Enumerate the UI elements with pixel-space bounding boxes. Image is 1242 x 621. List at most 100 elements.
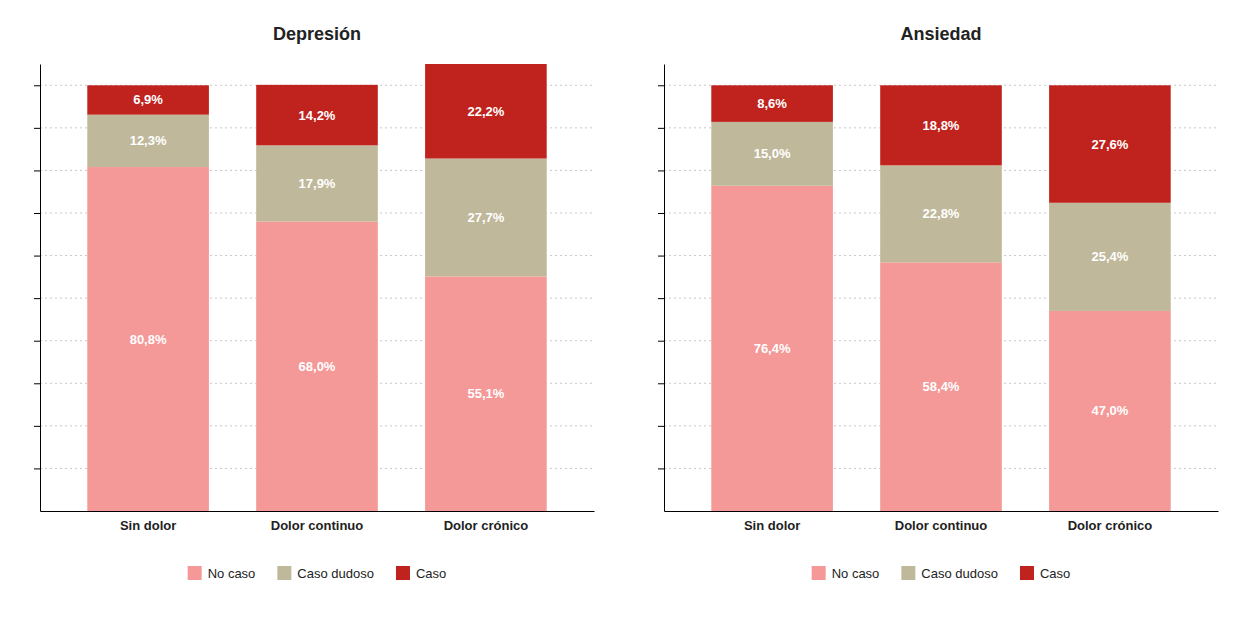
y-tick xyxy=(34,85,40,86)
y-tick-mark xyxy=(34,128,40,129)
data-label: 58,4% xyxy=(923,379,960,394)
data-label: 27,6% xyxy=(1091,137,1128,152)
legend-swatch xyxy=(901,566,915,580)
y-tick-mark xyxy=(658,341,664,342)
x-tick-label: Dolor continuo xyxy=(271,518,363,533)
y-tick-mark xyxy=(658,383,664,384)
y-axis-line xyxy=(664,65,665,512)
legend-label: Caso xyxy=(1040,566,1070,581)
data-label: 27,7% xyxy=(467,210,504,225)
y-axis xyxy=(34,65,41,512)
legend-swatch xyxy=(812,566,826,580)
x-tick: Dolor continuo xyxy=(271,518,363,533)
y-tick-mark xyxy=(658,256,664,257)
bar xyxy=(256,222,378,511)
data-label: 80,8% xyxy=(130,332,167,347)
x-tick: Dolor continuo xyxy=(895,518,987,533)
chart-title: Ansiedad xyxy=(900,24,981,44)
legend: No caso Caso dudoso Caso xyxy=(188,566,447,581)
y-tick xyxy=(658,256,664,257)
bar xyxy=(87,167,209,511)
y-tick xyxy=(34,426,40,427)
x-axis: Sin dolor Dolor continuo Dolor crónico xyxy=(665,512,1219,534)
bar xyxy=(87,115,209,167)
bar xyxy=(880,85,1002,165)
legend-item: No caso xyxy=(188,566,256,581)
bar xyxy=(711,85,833,122)
x-tick-label: Dolor crónico xyxy=(1068,518,1153,533)
data-labels: 76,4%58,4%47,0%15,0%22,8%25,4%8,6%18,8%2… xyxy=(754,96,1129,418)
x-tick-label: Dolor continuo xyxy=(895,518,987,533)
data-label: 55,1% xyxy=(467,386,504,401)
y-tick-mark xyxy=(658,170,664,171)
y-tick-mark xyxy=(34,468,40,469)
data-label: 68,0% xyxy=(299,359,336,374)
legend-label: Caso xyxy=(416,566,446,581)
bar xyxy=(256,85,378,145)
bars xyxy=(87,64,546,511)
y-tick xyxy=(658,128,664,129)
data-label: 8,6% xyxy=(757,96,787,111)
chart-title: Depresión xyxy=(273,24,361,44)
data-label: 17,9% xyxy=(299,176,336,191)
bar xyxy=(425,64,547,159)
x-tick: Sin dolor xyxy=(744,518,800,533)
legend-item: Caso xyxy=(396,566,446,581)
data-label: 15,0% xyxy=(754,146,791,161)
x-tick-label: Sin dolor xyxy=(744,518,800,533)
x-tick-label: Dolor crónico xyxy=(444,518,529,533)
data-label: 18,8% xyxy=(923,118,960,133)
legend-label: Caso dudoso xyxy=(297,566,374,581)
y-tick-mark xyxy=(658,298,664,299)
chart-container: 80,8% 68,0% 55,1% 12,3% 17,9% 27,7% 6,9% 14,2% 2… xyxy=(0,0,1242,621)
y-tick-mark xyxy=(34,426,40,427)
y-tick xyxy=(34,383,40,384)
data-labels: 80,8% 68,0% 55,1% 12,3% 17,9% 27,7% 6,9% 14,2% 2… xyxy=(130,92,505,401)
y-tick xyxy=(658,85,664,86)
legend-item: Caso xyxy=(1020,566,1070,581)
y-tick-mark xyxy=(658,85,664,86)
y-tick xyxy=(658,383,664,384)
y-tick xyxy=(34,213,40,214)
bars xyxy=(711,85,1170,511)
y-tick-mark xyxy=(34,85,40,86)
y-tick-mark xyxy=(34,383,40,384)
y-tick-mark xyxy=(658,426,664,427)
bar xyxy=(87,85,209,114)
legend-swatch xyxy=(1020,566,1034,580)
bar xyxy=(1049,203,1171,311)
bar xyxy=(880,165,1002,262)
bar xyxy=(1049,85,1171,202)
y-tick-mark xyxy=(34,170,40,171)
y-axis-line xyxy=(40,65,41,512)
chart-svg: 80,8% 68,0% 55,1% 12,3% 17,9% 27,7% 6,9% 14,2% 2… xyxy=(0,0,1242,621)
panel: 76,4%58,4%47,0%15,0%22,8%25,4%8,6%18,8%2… xyxy=(658,24,1219,581)
y-tick xyxy=(658,298,664,299)
data-label: 14,2% xyxy=(299,108,336,123)
y-tick-mark xyxy=(658,128,664,129)
y-tick-mark xyxy=(34,213,40,214)
x-axis: Sin dolor Dolor continuo Dolor crónico xyxy=(41,512,595,534)
x-tick: Sin dolor xyxy=(120,518,176,533)
bar xyxy=(711,122,833,186)
y-tick xyxy=(34,256,40,257)
panel: 80,8% 68,0% 55,1% 12,3% 17,9% 27,7% 6,9% 14,2% 2… xyxy=(34,24,595,581)
data-label: 47,0% xyxy=(1091,403,1128,418)
x-axis-line xyxy=(41,511,595,512)
bar xyxy=(256,145,378,221)
y-tick xyxy=(34,128,40,129)
data-label: 22,8% xyxy=(923,206,960,221)
data-label: 22,2% xyxy=(467,104,504,119)
y-tick xyxy=(658,468,664,469)
y-tick xyxy=(34,468,40,469)
y-tick xyxy=(34,298,40,299)
y-tick-mark xyxy=(658,213,664,214)
legend-swatch xyxy=(277,566,291,580)
data-label: 12,3% xyxy=(130,133,167,148)
bar xyxy=(425,276,547,511)
data-label: 76,4% xyxy=(754,341,791,356)
y-tick xyxy=(34,341,40,342)
x-tick-label: Sin dolor xyxy=(120,518,176,533)
legend-label: No caso xyxy=(208,566,256,581)
data-label: 6,9% xyxy=(133,92,163,107)
